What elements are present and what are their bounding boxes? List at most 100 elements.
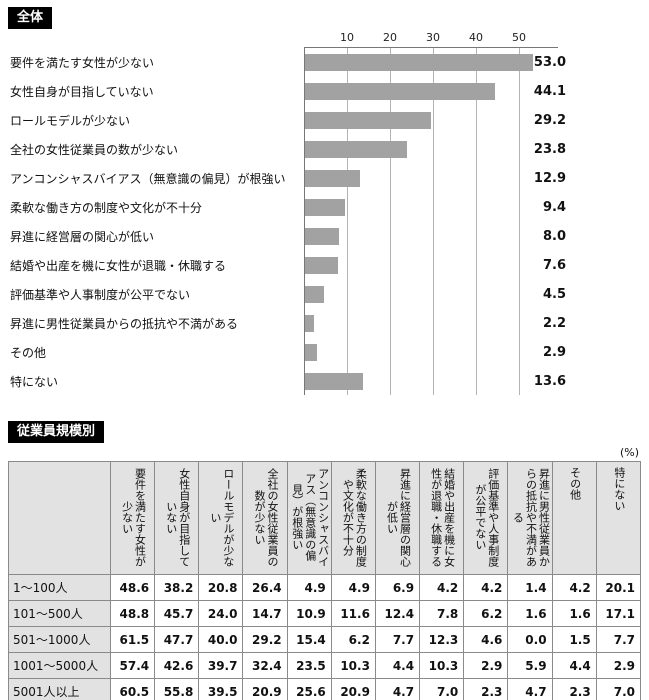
table-cell: 1.6	[507, 600, 553, 627]
axis-tick-label: 30	[426, 31, 440, 44]
table-cell: 48.8	[109, 600, 156, 627]
bar-row: 結婚や出産を機に女性が退職・休職する 7.6	[8, 251, 641, 280]
table-cell: 45.7	[154, 600, 200, 627]
table-cell: 1.5	[551, 626, 597, 653]
bar-category-label: その他	[10, 346, 47, 360]
table-column-header-text: 評価基準や人事制度が公平でない	[473, 467, 500, 567]
bar-track	[304, 164, 532, 193]
gridline	[347, 47, 348, 395]
bar-row: 全社の女性従業員の数が少ない 23.8	[8, 135, 641, 164]
axis-zero-line	[304, 47, 305, 395]
table-cell: 4.4	[374, 652, 421, 679]
table-header-row: 要件を満たす女性が少ない 女性自身が目指していない ロールモデルが少ない 全社の女性従…	[8, 461, 642, 575]
bar	[305, 286, 325, 303]
table-cell: 4.2	[551, 574, 597, 601]
bar-track	[304, 77, 532, 106]
table-cell: 12.4	[374, 600, 421, 627]
table-corner-cell	[8, 461, 111, 575]
bar-category-label: アンコンシャスバイアス（無意識の偏見）が根強い	[10, 172, 286, 186]
bar-track	[304, 251, 532, 280]
table-cell: 7.0	[419, 678, 465, 700]
bar	[305, 315, 315, 332]
bar-value: 8.0	[542, 229, 566, 244]
table-cell: 6.2	[463, 600, 509, 627]
table-cell: 1.4	[507, 574, 553, 601]
table-cell: 60.5	[109, 678, 156, 700]
table-cell: 14.7	[242, 600, 288, 627]
table-cell: 57.4	[109, 652, 156, 679]
bar-value: 12.9	[533, 171, 566, 186]
table-column-header-text: 特にない	[612, 467, 626, 511]
bar-value: 7.6	[542, 258, 566, 273]
table-column-header: 柔軟な働き方の制度や文化が不十分	[330, 461, 376, 575]
table-cell: 7.7	[595, 626, 642, 653]
bar-category-label: 特にない	[10, 375, 59, 389]
axis-top-line	[304, 47, 558, 48]
gridline	[476, 47, 477, 395]
bar-value: 13.6	[533, 374, 566, 389]
bar-row: 女性自身が目指していない 44.1	[8, 77, 641, 106]
table-cell: 4.4	[551, 652, 597, 679]
table-row: 101〜500人 48.8 45.7 24.0 14.7 10.9 11.6 12.4 7.8 6…	[8, 600, 642, 627]
table-column-header: 全社の女性従業員の数が少ない	[242, 461, 288, 575]
table-cell: 0.0	[507, 626, 553, 653]
overall-section-title: 全体	[8, 7, 53, 29]
table-row-header: 1〜100人	[8, 574, 111, 601]
table-cell: 25.6	[286, 678, 332, 700]
table-cell: 7.7	[374, 626, 421, 653]
table-cell: 4.7	[374, 678, 421, 700]
bar-row: アンコンシャスバイアス（無意識の偏見）が根強い 12.9	[8, 164, 641, 193]
bar-value: 9.4	[542, 200, 566, 215]
chart-rows: 要件を満たす女性が少ない 53.0 女性自身が目指していない 44.1 ロールモデルが少…	[8, 48, 641, 396]
bar	[305, 257, 338, 274]
bar	[305, 373, 364, 390]
table-cell: 47.7	[154, 626, 200, 653]
table-cell: 10.3	[419, 652, 465, 679]
table-cell: 2.9	[463, 652, 509, 679]
table-cell: 4.6	[463, 626, 509, 653]
bar-value: 53.0	[533, 55, 566, 70]
bar-category-label: 要件を満たす女性が少ない	[10, 56, 155, 70]
bar	[305, 228, 340, 245]
table-column-header-text: 昇進に男性従業員からの抵抗や不満がある	[511, 467, 551, 567]
bar-row: ロールモデルが少ない 29.2	[8, 106, 641, 135]
bar	[305, 141, 408, 158]
table-column-header: アンコンシャスバイアス（無意識の偏見）が根強い	[286, 461, 332, 575]
bar-category-label: 女性自身が目指していない	[10, 85, 154, 99]
bar	[305, 170, 361, 187]
percent-unit-label: (%)	[619, 446, 639, 459]
table-column-header-text: 柔軟な働き方の制度や文化が不十分	[341, 467, 368, 567]
table-cell: 32.4	[242, 652, 288, 679]
bar	[305, 199, 346, 216]
table-cell: 12.3	[419, 626, 465, 653]
axis-tick-label: 10	[340, 31, 354, 44]
bar-category-label: 結婚や出産を機に女性が退職・休職する	[10, 259, 227, 273]
table-cell: 4.9	[286, 574, 332, 601]
table-column-header: 昇進に経営層の関心が低い	[374, 461, 421, 575]
table-cell: 38.2	[154, 574, 200, 601]
bar	[305, 112, 431, 129]
table-cell: 4.2	[419, 574, 465, 601]
bar-track	[304, 367, 532, 396]
bar-track	[304, 222, 532, 251]
table-cell: 24.0	[198, 600, 244, 627]
bar	[305, 344, 318, 361]
bar-track	[304, 193, 532, 222]
bar-row: 特にない 13.6	[8, 367, 641, 396]
bar-value: 2.9	[542, 345, 566, 360]
table-cell: 2.9	[595, 652, 642, 679]
table-cell: 6.2	[330, 626, 376, 653]
table-cell: 1.6	[551, 600, 597, 627]
table-cell: 11.6	[330, 600, 376, 627]
table-cell: 7.8	[419, 600, 465, 627]
table-cell: 6.9	[374, 574, 421, 601]
bar-value: 4.5	[542, 287, 566, 302]
table-column-header-text: 要件を満たす女性が少ない	[120, 467, 147, 567]
table-cell: 61.5	[109, 626, 156, 653]
table-column-header: その他	[551, 461, 597, 575]
bar	[305, 54, 533, 71]
table-cell: 39.5	[198, 678, 244, 700]
bar-row: 要件を満たす女性が少ない 53.0	[8, 48, 641, 77]
bar-category-label: 評価基準や人事制度が公平でない	[10, 288, 191, 302]
bar-category-label: 全社の女性従業員の数が少ない	[10, 143, 179, 157]
